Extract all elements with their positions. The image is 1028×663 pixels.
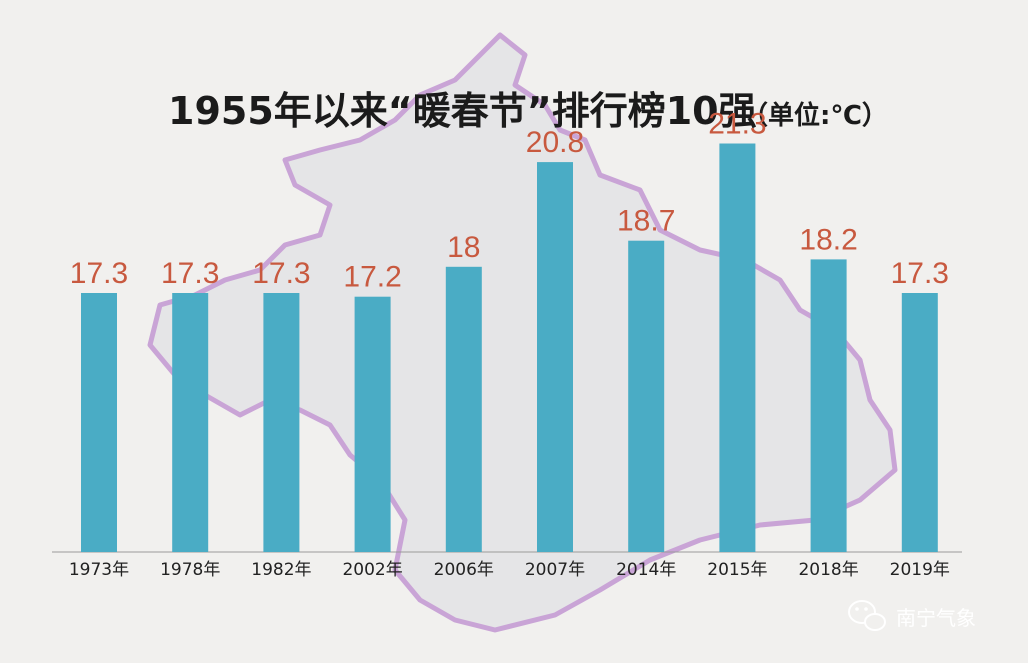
x-tick-label-2019年: 2019年	[890, 560, 950, 580]
tick-labels-group: 1973年 1978年 1982年 2002年 2006年 2007年 2014年 2015年…	[69, 560, 950, 580]
bars-group	[81, 143, 938, 552]
watermark-text: 南宁气象	[896, 606, 976, 630]
bar-1973年	[81, 293, 117, 552]
bar-1978年	[172, 293, 209, 552]
value-label-1973年: 17.3	[70, 257, 128, 290]
x-tick-label-2006年: 2006年	[434, 560, 494, 580]
bar-2015年	[719, 143, 756, 552]
x-tick-label-2002年: 2002年	[342, 560, 402, 580]
value-labels-group: 17.3 17.3 17.3 17.2 18 20.8 18.7 21.3 18.2 17.3	[70, 108, 949, 294]
x-tick-label-1982年: 1982年	[251, 560, 311, 580]
wechat-icon	[848, 600, 886, 631]
background-map-shape	[147, 32, 898, 633]
bar-2019年	[901, 293, 938, 552]
x-tick-label-1973年: 1973年	[69, 560, 129, 580]
bar-2014年	[628, 240, 665, 552]
x-tick-label-2014年: 2014年	[616, 560, 676, 580]
value-label-2018年: 18.2	[799, 223, 857, 256]
value-label-2002年: 17.2	[343, 261, 401, 294]
bar-2007年	[537, 162, 573, 552]
x-tick-label-2007年: 2007年	[525, 560, 585, 580]
watermark: 南宁气象	[848, 600, 976, 631]
value-label-2006年: 18	[447, 231, 480, 264]
bar-2006年	[445, 266, 482, 552]
value-label-2019年: 17.3	[891, 257, 949, 290]
x-tick-label-2018年: 2018年	[798, 560, 858, 580]
bar-2002年	[354, 296, 391, 552]
x-tick-label-2015年: 2015年	[707, 560, 767, 580]
value-label-2014年: 18.7	[617, 205, 675, 238]
bar-2018年	[810, 259, 847, 552]
value-label-1978年: 17.3	[161, 257, 219, 290]
value-label-1982年: 17.3	[252, 257, 310, 290]
value-label-2007年: 20.8	[526, 126, 584, 159]
bar-1982年	[263, 293, 300, 552]
unit-label: （单位:℃）	[742, 100, 888, 131]
x-tick-label-1978年: 1978年	[160, 560, 220, 580]
value-label-2015年: 21.3	[708, 108, 766, 141]
chart-title: 1955年以来“暖春节”排行榜10强	[168, 89, 757, 133]
